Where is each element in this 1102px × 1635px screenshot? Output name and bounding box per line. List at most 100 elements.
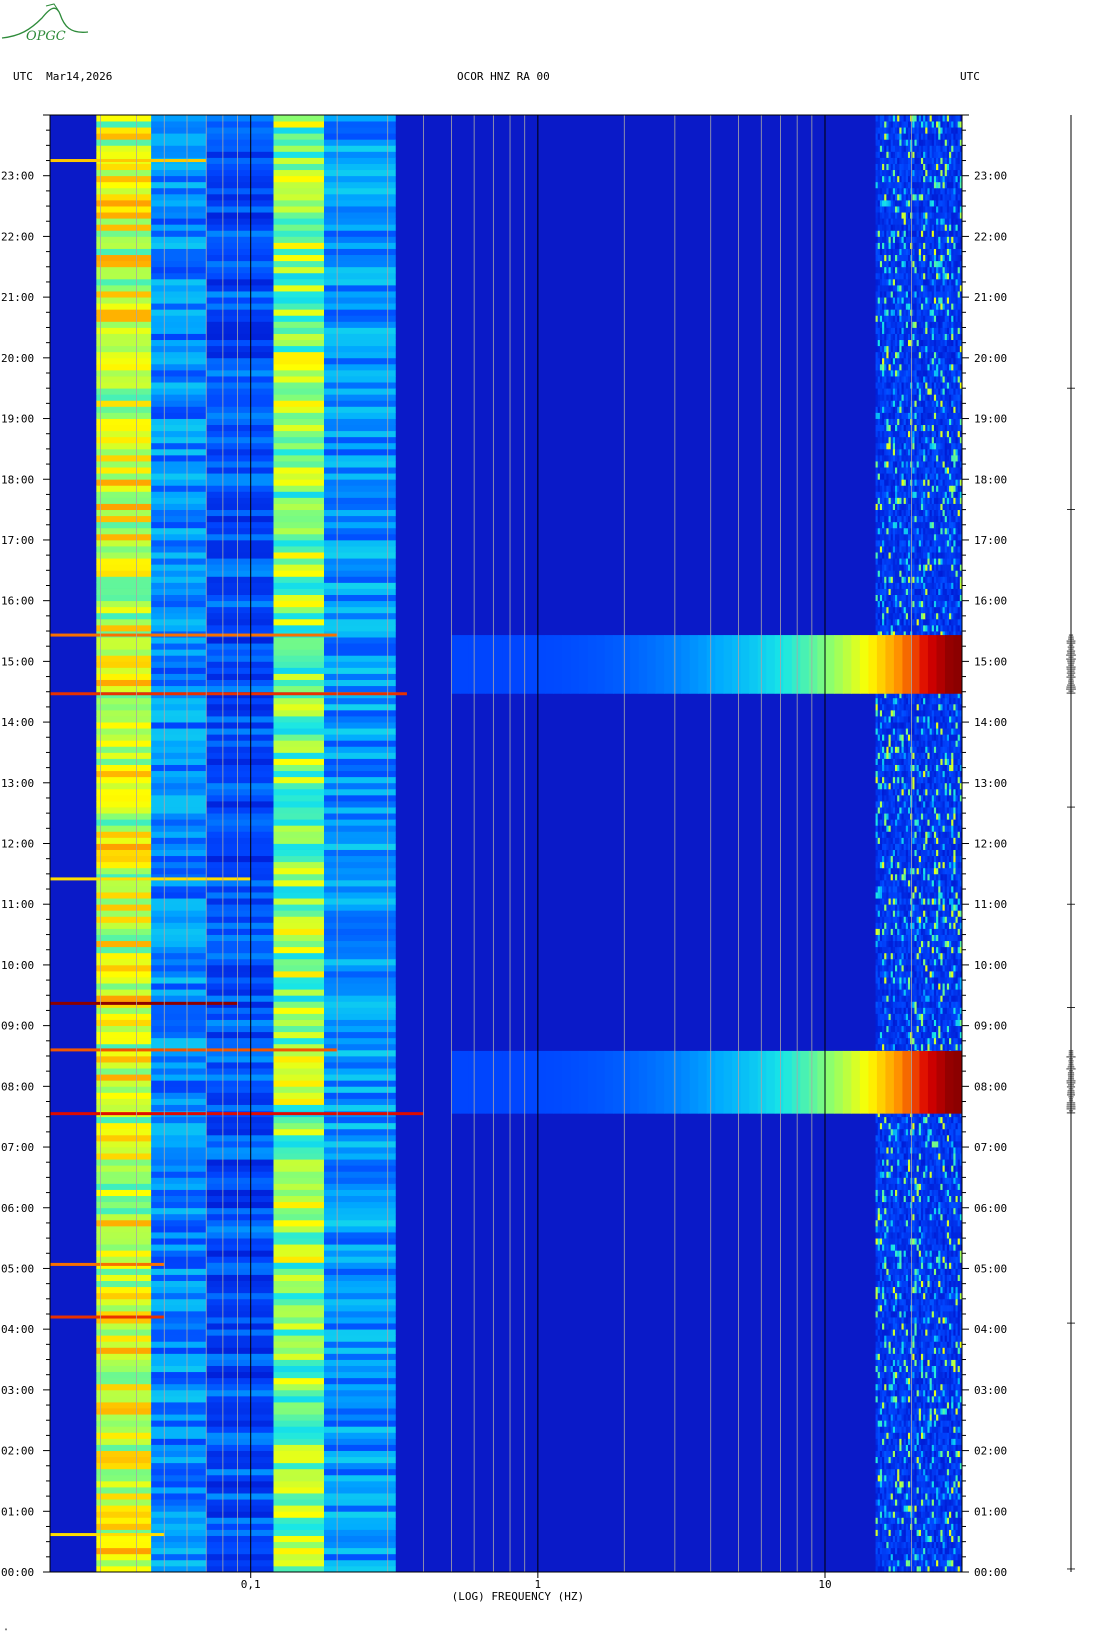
spectrogram-cell: [96, 479, 152, 486]
spectrogram-cell: [942, 1128, 946, 1136]
spectrogram-cell: [957, 1462, 961, 1470]
spectrogram-cell: [273, 831, 325, 838]
spectrogram-cell: [914, 1383, 918, 1391]
spectrogram-cell: [938, 898, 941, 905]
spectrogram-cell: [953, 964, 956, 972]
spectrogram-cell: [96, 1456, 152, 1464]
spectrogram-cell: [96, 1140, 152, 1148]
spectrogram-cell: [933, 1147, 937, 1154]
spectrogram-cell: [899, 1213, 902, 1221]
spectrogram-cell: [933, 892, 937, 899]
spectrogram-cell: [944, 1529, 948, 1536]
spectrogram-cell: [938, 1462, 941, 1470]
spectrogram-cell: [927, 964, 930, 972]
spectrogram-cell: [905, 1286, 909, 1294]
spectrogram-cell: [890, 1541, 894, 1549]
spectrogram-cell: [923, 1371, 926, 1379]
spectrogram-cell: [920, 1444, 924, 1451]
spectrogram-cell: [918, 1487, 922, 1494]
spectrogram-cell: [903, 928, 907, 935]
spectrogram-cell: [901, 1262, 905, 1269]
spectrogram-cell: [951, 1420, 954, 1427]
spectrogram-cell: [946, 1487, 950, 1494]
spectrogram-cell: [905, 1250, 909, 1257]
spectrogram-cell: [951, 1535, 954, 1543]
spectrogram-cell: [929, 1535, 933, 1543]
spectrogram-cell: [892, 1153, 896, 1160]
spectrogram-cell: [940, 1462, 943, 1470]
spectrogram-cell: [916, 1225, 920, 1233]
spectrogram-cell: [918, 1292, 922, 1300]
spectrogram-cell: [936, 958, 939, 966]
spectrogram-cell: [905, 922, 909, 929]
spectrogram-cell: [875, 1426, 879, 1433]
spectrogram-cell: [875, 989, 879, 996]
spectrogram-cell: [953, 977, 956, 984]
spectrogram-cell: [882, 1001, 885, 1008]
spectrogram-cell: [955, 1426, 959, 1433]
spectrogram-cell: [942, 1377, 946, 1385]
spectrogram-cell: [936, 1122, 939, 1130]
spectrogram-cell: [907, 1541, 911, 1549]
spectrogram-cell: [273, 442, 325, 450]
spectrogram-cell: [879, 1043, 883, 1051]
spectrogram-cell: [903, 1523, 907, 1530]
spectrogram-cell: [888, 916, 892, 923]
spectrogram-cell: [273, 218, 325, 225]
spectrogram-cell: [912, 1474, 915, 1482]
spectrogram-cell: [938, 916, 941, 923]
spectrogram-cell: [897, 922, 900, 929]
spectrogram-cell: [918, 1244, 922, 1251]
spectrogram-cell: [946, 1432, 950, 1439]
spectrogram-cell: [273, 989, 325, 996]
spectrogram-cell: [892, 1414, 896, 1421]
spectrogram-cell: [879, 1432, 883, 1439]
spectrogram-cell: [949, 1353, 952, 1360]
spectrogram-cell: [895, 1450, 898, 1458]
spectrogram-cell: [959, 958, 963, 966]
spectrogram-cell: [96, 1559, 152, 1567]
spectrogram-cell: [892, 964, 896, 972]
spectrogram-cell: [953, 1304, 956, 1312]
spectrogram-cell: [892, 1298, 896, 1306]
spectrogram-cell: [953, 1280, 956, 1288]
spectrogram-cell: [895, 940, 898, 948]
spectrogram-cell: [925, 1189, 928, 1197]
spectrogram-cell: [949, 970, 952, 978]
spectrogram-cell: [905, 1462, 909, 1470]
spectrogram-cell: [916, 885, 920, 893]
spectrogram-cell: [953, 1134, 956, 1142]
spectrogram-cell: [942, 1171, 946, 1178]
spectrogram-cell: [886, 1468, 889, 1476]
spectrogram-cell: [882, 1547, 885, 1555]
spectrogram-cell: [890, 1232, 894, 1239]
spectrogram-cell: [903, 1529, 907, 1536]
spectrogram-cell: [953, 958, 956, 966]
spectrogram-cell: [96, 1292, 152, 1300]
spectrogram-cell: [895, 1353, 898, 1360]
spectrogram-cell: [914, 1487, 918, 1494]
spectrogram-cell: [949, 940, 952, 948]
spectrogram-cell: [940, 1195, 943, 1203]
spectrogram-cell: [957, 1304, 961, 1312]
spectrogram-cell: [953, 995, 956, 1002]
spectrogram-cell: [884, 1499, 887, 1506]
spectrogram-cell: [96, 728, 152, 735]
spectrogram-cell: [916, 1195, 920, 1203]
spectrogram-cell: [879, 989, 883, 996]
spectrogram-cell: [879, 952, 883, 960]
spectrogram-cell: [879, 1359, 883, 1366]
spectrogram-cell: [903, 1031, 907, 1039]
spectrogram-cell: [927, 1031, 930, 1039]
spectrogram-cell: [96, 406, 152, 413]
spectrogram-cell: [959, 910, 963, 917]
spectrogram-cell: [916, 1207, 920, 1215]
spectrogram-cell: [912, 1037, 915, 1045]
spectrogram-cell: [953, 1262, 956, 1269]
spectrogram-cell: [96, 236, 152, 243]
spectrogram-cell: [96, 1080, 152, 1087]
spectrogram-cell: [907, 910, 911, 917]
spectrogram-cell: [905, 1353, 909, 1360]
spectrogram-cell: [912, 1177, 915, 1184]
spectrogram-cell: [912, 1310, 915, 1318]
